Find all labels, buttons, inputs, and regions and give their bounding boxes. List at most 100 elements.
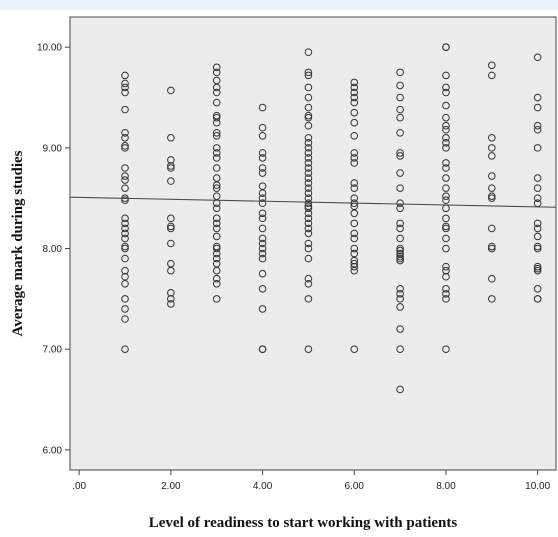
data-point	[304, 174, 313, 182]
data-point	[350, 345, 359, 354]
data-point	[212, 128, 221, 137]
data-point	[167, 239, 175, 248]
data-point	[304, 169, 313, 177]
data-point	[350, 266, 359, 275]
data-point	[121, 229, 129, 238]
data-point	[167, 177, 175, 185]
data-point	[533, 103, 542, 112]
data-point	[212, 249, 221, 258]
data-point	[304, 209, 313, 218]
data-point	[442, 290, 450, 298]
data-point	[258, 244, 267, 253]
data-point	[304, 83, 313, 92]
data-point	[442, 144, 450, 152]
data-point	[442, 222, 450, 231]
data-point	[396, 234, 404, 243]
data-point	[121, 305, 129, 313]
data-points	[121, 43, 542, 394]
data-point	[121, 254, 129, 263]
data-point	[396, 93, 404, 102]
data-point	[258, 239, 267, 248]
data-point	[442, 234, 450, 243]
data-point	[350, 83, 359, 92]
data-point	[121, 295, 129, 303]
data-point	[350, 159, 359, 167]
data-point	[167, 162, 175, 170]
data-point	[442, 88, 450, 97]
data-point	[488, 61, 496, 70]
x-axis: .00 2.00 4.00 6.00 8.00 10.00	[72, 470, 551, 492]
data-point	[396, 184, 404, 192]
data-point	[212, 98, 221, 107]
data-point	[396, 246, 404, 255]
data-point	[304, 179, 313, 187]
data-point	[304, 159, 313, 167]
data-point	[212, 244, 221, 253]
top-banner	[0, 0, 558, 10]
data-point	[488, 194, 496, 202]
data-point	[258, 199, 267, 208]
data-point	[304, 219, 313, 228]
data-point	[350, 88, 359, 97]
data-point	[396, 345, 404, 354]
data-point	[167, 289, 175, 297]
data-point	[442, 295, 450, 303]
data-point	[212, 113, 221, 122]
data-point	[304, 93, 313, 102]
data-point	[304, 224, 313, 233]
data-point	[258, 224, 267, 233]
data-point	[121, 242, 129, 251]
data-point	[304, 134, 313, 142]
data-point	[167, 222, 175, 231]
data-point	[396, 325, 404, 333]
data-point	[212, 144, 221, 152]
data-point	[488, 144, 496, 152]
data-point	[212, 232, 221, 241]
data-point	[304, 345, 313, 354]
data-point	[167, 156, 175, 164]
data-point	[350, 93, 359, 102]
data-point	[304, 229, 313, 238]
data-point	[121, 244, 129, 253]
data-point	[258, 164, 267, 172]
data-point	[304, 121, 313, 130]
data-point	[350, 262, 359, 271]
x-axis-title: Level of readiness to start working with…	[149, 515, 458, 531]
data-point	[350, 179, 359, 187]
data-point	[488, 172, 496, 180]
y-axis: 6.00 7.00 8.00 9.00 10.00	[37, 43, 70, 456]
data-point	[442, 164, 450, 172]
data-point	[396, 199, 404, 208]
data-point	[442, 139, 450, 147]
data-point	[442, 125, 450, 134]
data-point	[121, 234, 129, 243]
data-point	[167, 295, 175, 303]
data-point	[442, 345, 450, 354]
data-point	[304, 144, 313, 152]
data-point	[396, 128, 404, 137]
data-point	[396, 252, 404, 261]
data-point	[212, 295, 221, 303]
data-point	[121, 196, 129, 205]
data-point	[396, 290, 404, 298]
data-point	[258, 285, 267, 293]
data-point	[533, 262, 542, 271]
data-point	[396, 113, 404, 122]
data-point	[121, 345, 129, 354]
data-point	[442, 159, 450, 167]
data-point	[442, 113, 450, 122]
data-point	[533, 285, 542, 293]
data-point	[442, 101, 450, 110]
data-point	[350, 118, 359, 127]
data-point	[304, 204, 313, 213]
data-point	[533, 244, 542, 253]
data-point	[396, 285, 404, 293]
data-point	[121, 134, 129, 142]
data-point	[533, 242, 542, 251]
data-point	[121, 105, 129, 114]
y-tick-label: 8.00	[43, 244, 63, 255]
data-point	[396, 152, 404, 160]
data-point	[167, 300, 175, 308]
data-point	[121, 184, 129, 192]
